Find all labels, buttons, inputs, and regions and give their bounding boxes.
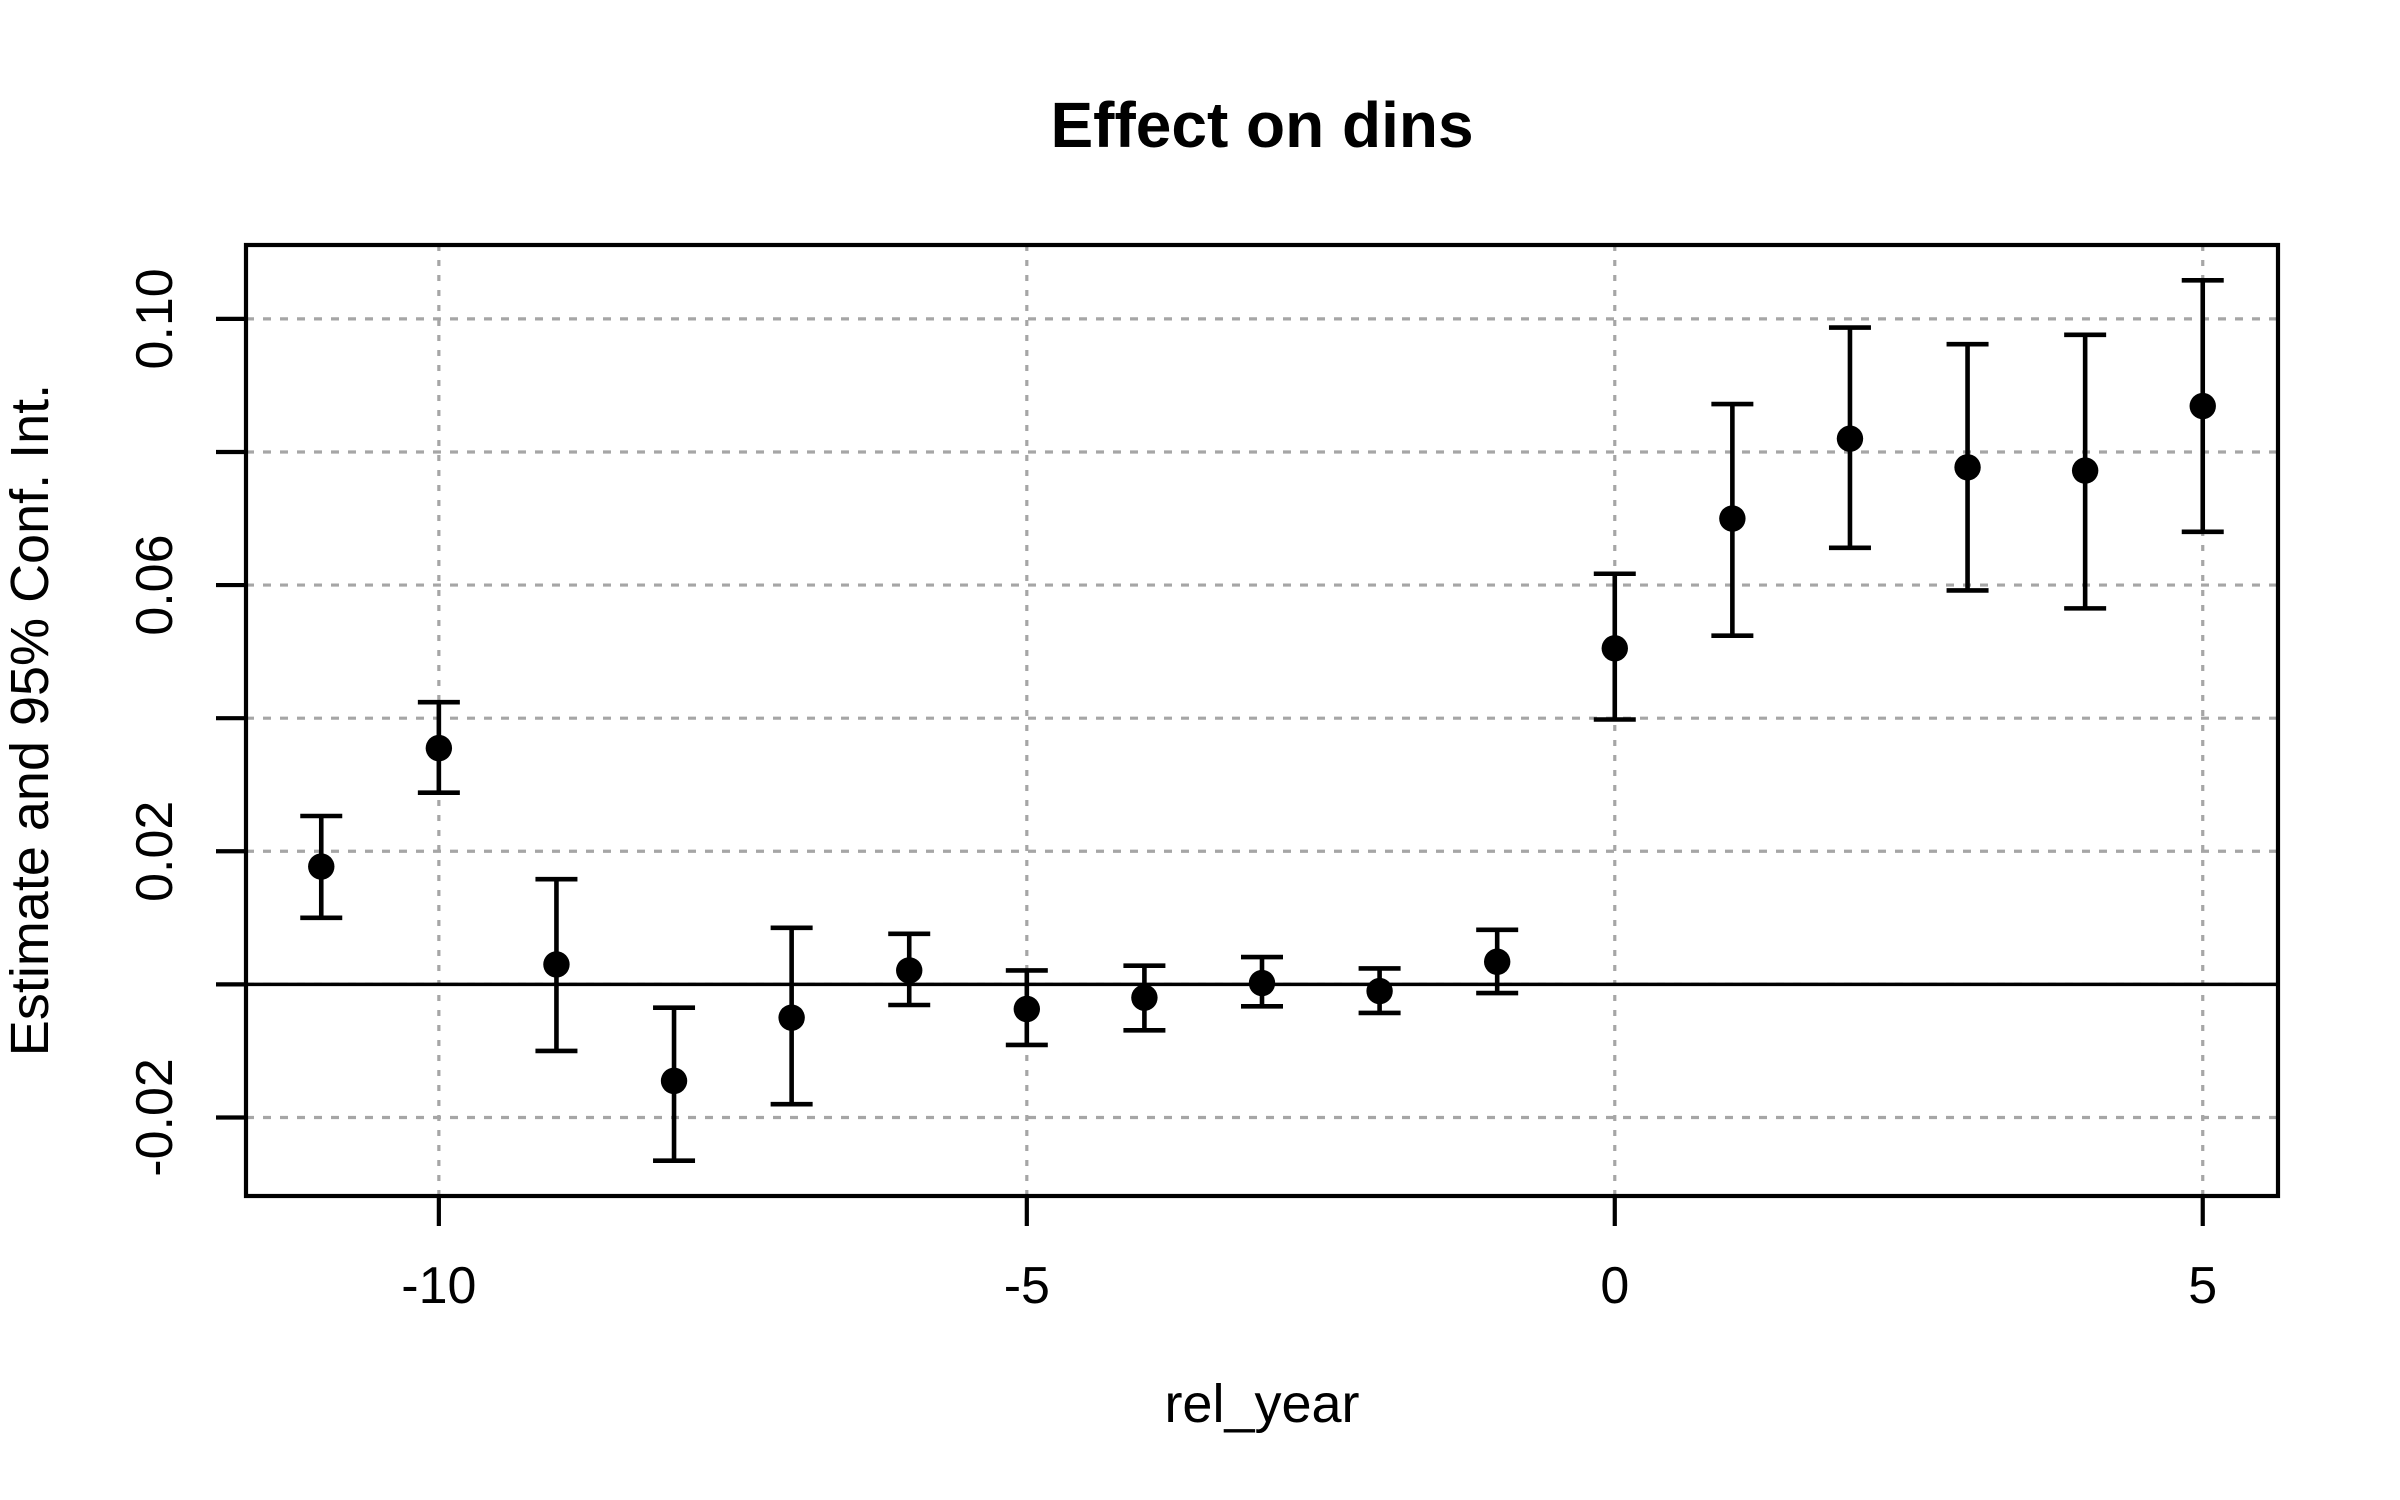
point-marker [308, 853, 335, 880]
estimate-with-ci [1241, 954, 1283, 1009]
point-marker [1131, 984, 1158, 1011]
estimate-with-ci [1946, 341, 1989, 593]
point-marker [1954, 454, 1981, 481]
point-marker [543, 951, 570, 978]
estimate-with-ci [1358, 966, 1401, 1016]
point-marker [778, 1004, 805, 1031]
point-marker [1013, 995, 1041, 1023]
estimate-with-ci [1593, 571, 1636, 722]
y-axis-title: Estimate and 95% Conf. Int. [0, 384, 60, 1056]
y-tick-label: 0.06 [126, 534, 184, 635]
estimate-with-ci [535, 876, 578, 1054]
axis-layer [216, 242, 2281, 1226]
error-bar-series [300, 277, 2224, 1164]
point-marker [425, 734, 453, 762]
estimate-with-ci [1711, 401, 1754, 638]
point-marker [896, 957, 923, 984]
point-marker [1366, 977, 1393, 1005]
y-tick-label: -0.02 [126, 1058, 184, 1177]
x-tick-label: -5 [1004, 1257, 1050, 1315]
estimate-with-ci [888, 931, 931, 1008]
chart-title: Effect on dins [1050, 89, 1473, 161]
y-tick-label: 0.02 [126, 801, 184, 902]
grid-layer [246, 245, 2278, 1196]
point-marker [1483, 948, 1511, 975]
point-marker [660, 1067, 688, 1095]
plot-border [243, 242, 2281, 1199]
x-tick-label: 5 [2188, 1257, 2217, 1315]
estimate-with-ci [1005, 968, 1048, 1048]
point-marker [1719, 505, 1746, 532]
point-marker [1836, 425, 1864, 452]
point-marker [2189, 392, 2216, 420]
estimate-with-ci [2064, 332, 2107, 611]
estimate-with-ci [1828, 325, 1871, 551]
estimate-with-ci [1123, 963, 1166, 1033]
estimate-with-ci [300, 813, 343, 921]
y-tick-label: 0.10 [126, 268, 184, 369]
x-tick-label: -10 [401, 1257, 476, 1315]
estimate-with-ci [770, 925, 813, 1107]
x-axis-title: rel_year [1164, 1374, 1359, 1434]
x-tick-label: 0 [1600, 1257, 1629, 1315]
estimate-with-ci [417, 699, 460, 796]
estimate-with-ci [1476, 927, 1519, 996]
tick-label-layer: -0.02 0.02 0.06 0.10 -10 -5 0 5 [126, 268, 2217, 1315]
estimate-with-ci [2181, 277, 2224, 535]
point-marker [1601, 635, 1628, 662]
point-marker [1248, 969, 1276, 997]
point-marker [2071, 457, 2099, 484]
estimate-with-ci [653, 1005, 696, 1164]
